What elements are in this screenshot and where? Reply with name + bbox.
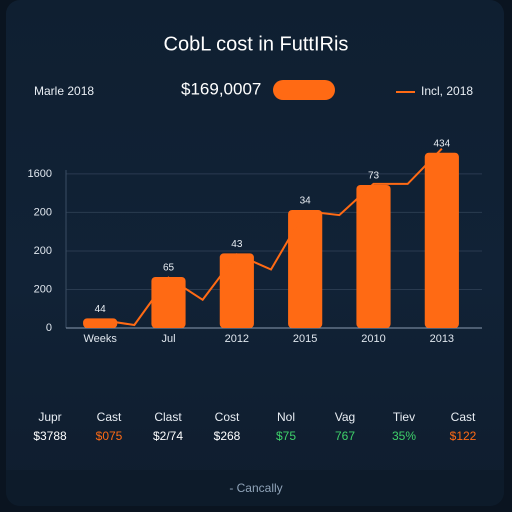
table-cell: $3788 xyxy=(33,429,67,443)
table-header: Tiev xyxy=(393,410,415,424)
x-tick-label: 2012 xyxy=(225,333,249,345)
table-header: Cast xyxy=(451,410,476,424)
legend-label: Incl, 2018 xyxy=(421,84,473,98)
footer-bar xyxy=(6,470,504,506)
chart-title: CobL cost in FuttIRis xyxy=(164,33,349,55)
chart: CobL cost in FuttIRis Marle 2018 - Canca… xyxy=(6,33,504,506)
bar xyxy=(356,184,391,328)
y-tick-label: 200 xyxy=(34,206,52,218)
y-tick-label: 200 xyxy=(34,245,52,257)
table-header: Cast xyxy=(97,410,122,424)
x-tick-label: 2013 xyxy=(430,333,454,345)
table-header: Clast xyxy=(154,410,182,424)
x-tick-label: 2015 xyxy=(293,333,317,345)
table-cell: $75 xyxy=(276,429,296,443)
card: CobL cost in FuttIRis Marle 2018 - Canca… xyxy=(6,0,504,506)
data-label: 434 xyxy=(433,138,450,149)
table-cell: $268 xyxy=(214,429,241,443)
table-header: Vag xyxy=(335,410,355,424)
table-header: Nol xyxy=(277,410,295,424)
bar xyxy=(288,210,323,328)
legend-label: $169,0007 xyxy=(181,79,261,98)
bar xyxy=(424,152,459,328)
bar xyxy=(219,253,254,328)
table-cell: $075 xyxy=(96,429,123,443)
chart-subtitle: Marle 2018 xyxy=(34,84,94,98)
table-header: Jupr xyxy=(38,410,61,424)
y-tick-label: 1600 xyxy=(28,168,52,180)
data-label: 34 xyxy=(300,196,312,207)
data-label: 65 xyxy=(163,263,175,274)
data-label: 43 xyxy=(231,239,243,250)
table-cell: $122 xyxy=(450,429,477,443)
data-label: 44 xyxy=(95,304,107,315)
x-tick-label: 2010 xyxy=(361,333,385,345)
line xyxy=(100,147,443,327)
bar xyxy=(83,318,118,328)
footer-button[interactable]: - Cancally xyxy=(229,481,282,495)
table-cell: 767 xyxy=(335,429,355,443)
table-cell: 35% xyxy=(392,429,416,443)
table-header: Cost xyxy=(215,410,240,424)
y-tick-label: 200 xyxy=(34,283,52,295)
table-cell: $2/74 xyxy=(153,429,183,443)
legend-swatch xyxy=(273,80,335,100)
y-tick-label: 0 xyxy=(46,322,52,334)
data-label: 73 xyxy=(368,171,380,182)
x-tick-label: Jul xyxy=(161,333,175,345)
x-tick-label: Weeks xyxy=(83,333,117,345)
